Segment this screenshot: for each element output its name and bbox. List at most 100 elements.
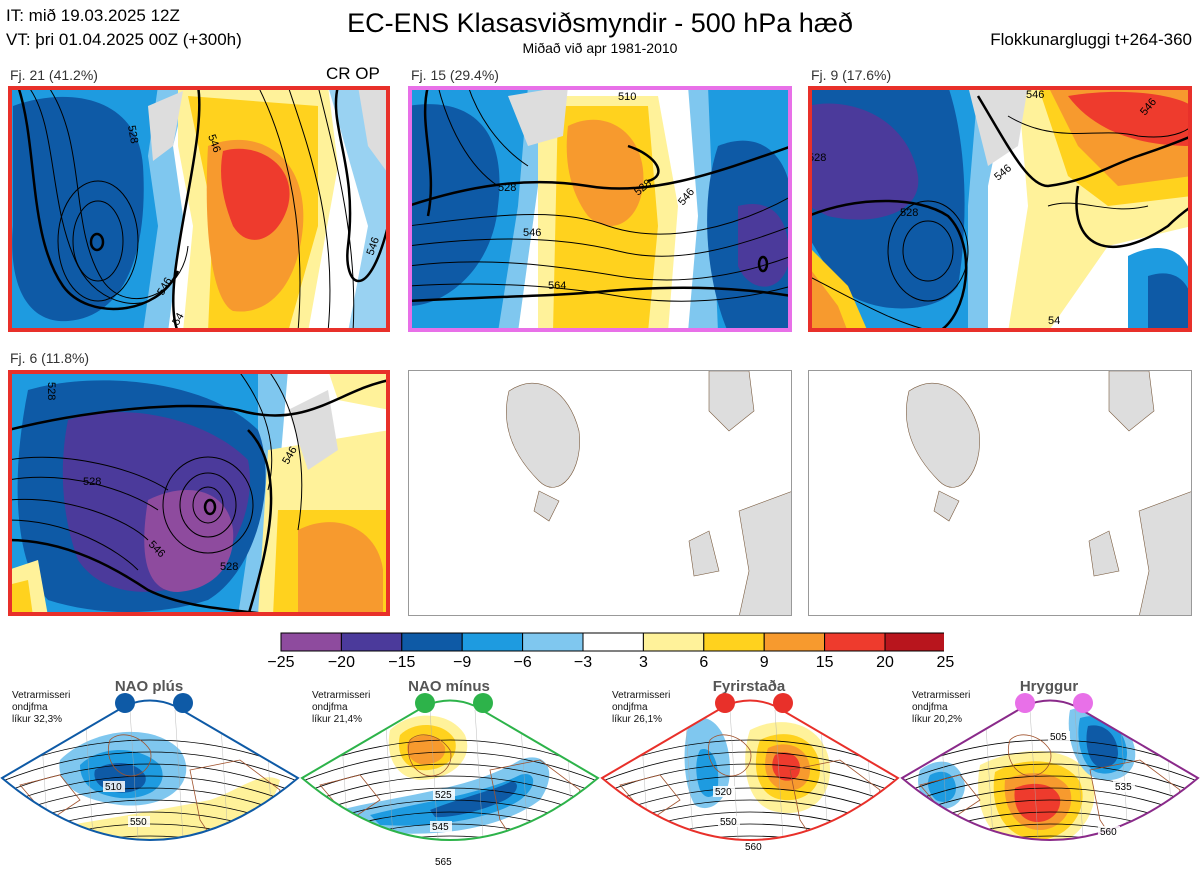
regime-map: 505 535 560 — [900, 693, 1200, 870]
colorbar-tick-label: −20 — [327, 654, 355, 671]
colorbar — [280, 632, 944, 652]
contour-label: 565 — [435, 857, 452, 868]
colorbar-segment — [340, 632, 403, 652]
grid-line — [129, 709, 141, 840]
regime-info-line: líkur 21,4% — [312, 714, 363, 725]
colorbar-tick-label: 9 — [759, 654, 769, 671]
height-contour — [902, 775, 1198, 807]
page-title: EC-ENS Klasasviðsmyndir - 500 hPa hæð — [347, 8, 853, 38]
colorbar-segment — [461, 632, 524, 652]
page-subtitle: Miðað við apr 1981-2010 — [522, 40, 678, 56]
height-contour — [2, 835, 298, 840]
grid-line — [1029, 709, 1041, 840]
grid-line — [219, 709, 231, 840]
height-contour — [302, 775, 598, 807]
regime-info-line: Vetrarmisseri — [12, 690, 71, 701]
contour-label: 520 — [715, 787, 732, 798]
regime-info: Vetrarmisseri ondjfma líkur 21,4% — [312, 690, 370, 726]
contour-label: 546 — [1026, 89, 1044, 101]
colorbar-segment — [522, 632, 584, 652]
colorbar-tick-label: −3 — [573, 654, 593, 671]
height-contour — [602, 751, 898, 783]
height-contour — [602, 799, 898, 831]
contour-label-bg — [103, 781, 125, 792]
height-contour — [0, 860, 300, 870]
contour-label: 550 — [720, 817, 737, 828]
colorbar-tick-label: 3 — [638, 654, 648, 671]
panel-4-label: Fj. 6 (11.8%) — [10, 350, 90, 366]
grid-line — [819, 709, 831, 840]
contour-label: 528 — [498, 182, 516, 194]
regime-info-line: líkur 20,2% — [912, 714, 963, 725]
contour-label: 560 — [745, 842, 762, 853]
regime-info-line: ondjfma — [612, 702, 648, 713]
panel-3-label: Fj. 9 (17.6%) — [811, 67, 892, 83]
regime-info-line: líkur 26,1% — [612, 714, 663, 725]
grid-line — [564, 709, 576, 840]
contour-label: 528 — [125, 124, 140, 144]
cluster-map-4-svg: 528 528 546 546 528 — [8, 370, 390, 616]
colorbar-segment — [582, 632, 644, 652]
header-info: IT: mið 19.03.2025 12Z VT: þri 01.04.202… — [6, 4, 242, 52]
contour-label-bg — [1098, 826, 1120, 837]
colorbar-segment — [401, 632, 463, 652]
grid-line — [864, 709, 876, 840]
height-contour — [602, 811, 898, 840]
height-contour — [2, 751, 298, 783]
empty-map-6-svg — [906, 371, 1191, 615]
anomaly-fill — [407, 735, 446, 765]
anomaly-fill — [928, 771, 956, 802]
panel-1-extra: CR OP — [326, 64, 380, 83]
cluster-map-2: 510 528 528 546 546 564 — [408, 86, 792, 332]
contour-label: 528 — [83, 476, 101, 488]
colorbar-segment — [824, 632, 886, 652]
contour-label: 510 — [105, 782, 122, 793]
cluster-map-1: 528 546 546 546 54 — [8, 86, 390, 332]
regime-info-line: ondjfma — [912, 702, 948, 713]
contour-label-bg — [743, 841, 765, 852]
colorbar-segment — [703, 632, 765, 652]
height-contour — [602, 835, 898, 840]
contour-label: 510 — [618, 91, 636, 103]
height-contour — [0, 848, 300, 870]
grid-line — [1164, 709, 1176, 840]
contour-label: 528 — [808, 152, 826, 164]
contour-label: 560 — [1100, 827, 1117, 838]
cluster-map-2-svg: 510 528 528 546 546 564 — [408, 86, 792, 332]
regime-info-line: Vetrarmisseri — [612, 690, 671, 701]
regime-dot — [173, 693, 193, 713]
height-contour — [900, 860, 1200, 870]
regime-frame — [900, 699, 1200, 841]
regime-dot — [1015, 693, 1035, 713]
contour-label: 528 — [45, 382, 57, 400]
contour-label: 505 — [1050, 732, 1067, 743]
contour-label-bg — [718, 816, 740, 827]
colorbar-tick-label: −6 — [513, 654, 532, 671]
grid-line — [174, 709, 186, 840]
grid-line — [984, 709, 996, 840]
regime-dot — [1073, 693, 1093, 713]
regime-dot — [715, 693, 735, 713]
contour-label-bg — [128, 816, 150, 827]
colorbar-segment — [884, 632, 944, 652]
regime-info: Vetrarmisseri ondjfma líkur 32,3% — [12, 690, 70, 726]
contour-label: 550 — [130, 817, 147, 828]
regime-map: 520 550 560 — [600, 693, 900, 870]
contour-label-bg — [713, 786, 735, 797]
empty-map-5 — [408, 370, 792, 616]
regime-frame — [0, 699, 300, 841]
contour-label: 528 — [900, 207, 918, 219]
regime-frame — [600, 699, 900, 841]
regime-map: 510 550 — [0, 693, 300, 870]
height-contour — [600, 860, 900, 870]
anomaly-fill — [696, 749, 719, 797]
regime-info-line: líkur 32,3% — [12, 714, 63, 725]
height-contour — [302, 751, 598, 783]
contour-label-bg — [430, 821, 452, 832]
regime-title: Hryggur — [1019, 678, 1079, 695]
regime-title: NAO plús — [114, 678, 184, 695]
regime-info-line: ondjfma — [312, 702, 348, 713]
colorbar-tick-label: 25 — [936, 654, 955, 671]
height-contour — [602, 823, 898, 840]
regime-info-line: Vetrarmisseri — [912, 690, 971, 701]
